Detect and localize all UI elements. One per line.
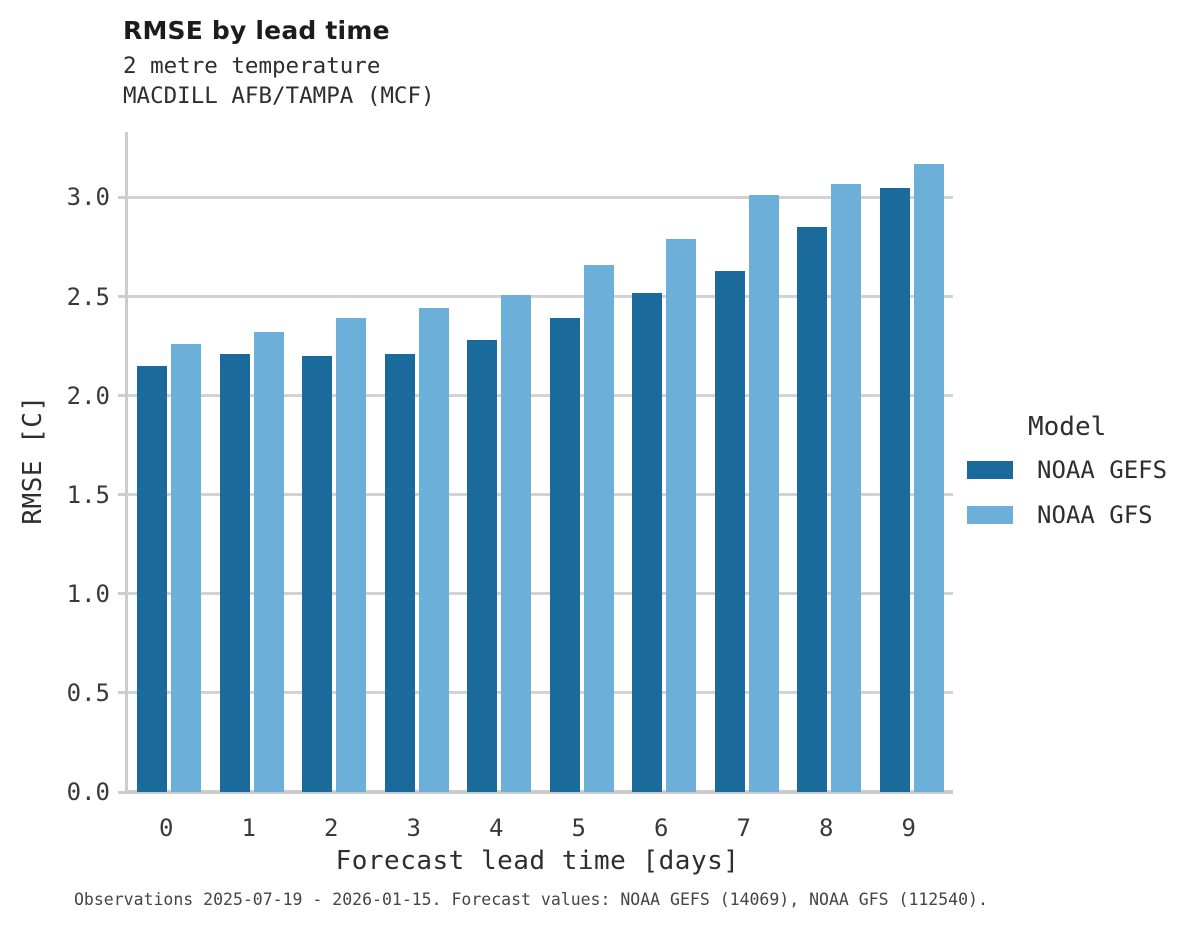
y-tick-label-0.5: 0.5 bbox=[66, 678, 110, 707]
bar-group-day-2 bbox=[293, 132, 376, 792]
y-tick-mark-1.0 bbox=[118, 592, 128, 596]
x-tick-label-5: 5 bbox=[571, 814, 586, 842]
gridline-3.0 bbox=[128, 195, 953, 199]
bar-noaa-gefs-day-6 bbox=[632, 292, 663, 792]
bar-noaa-gfs-day-5 bbox=[583, 264, 614, 792]
chart-title: RMSE by lead time bbox=[123, 16, 390, 45]
legend-entry-noaa-gfs: NOAA GFS bbox=[967, 501, 1177, 529]
bar-group-day-7 bbox=[706, 132, 789, 792]
x-tick-label-9: 9 bbox=[901, 814, 916, 842]
bar-noaa-gefs-day-9 bbox=[879, 187, 910, 792]
gridline-0.5 bbox=[128, 691, 953, 695]
plot-area: 0.0 0.5 1.0 1.5 2.0 2.5 3.0 bbox=[67, 132, 953, 806]
legend-entry-noaa-gefs: NOAA GEFS bbox=[967, 456, 1177, 484]
title-block: RMSE by lead time 2 metre temperature MA… bbox=[123, 16, 435, 111]
footer-caption: Observations 2025-07-19 - 2026-01-15. Fo… bbox=[74, 890, 988, 909]
gridline-2.0 bbox=[128, 394, 953, 398]
bar-noaa-gefs-day-8 bbox=[797, 227, 828, 792]
gridline-1.0 bbox=[128, 592, 953, 596]
y-axis-title: RMSE [C] bbox=[18, 395, 48, 525]
y-tick-label-1.5: 1.5 bbox=[66, 480, 110, 509]
bar-group-day-8 bbox=[788, 132, 871, 792]
bar-group-day-0 bbox=[128, 132, 211, 792]
bar-noaa-gfs-day-7 bbox=[748, 195, 779, 792]
legend-label-noaa-gfs: NOAA GFS bbox=[1037, 501, 1153, 529]
bar-noaa-gfs-day-3 bbox=[418, 308, 449, 792]
bar-noaa-gfs-day-4 bbox=[501, 294, 532, 792]
chart-subtitle-station: MACDILL AFB/TAMPA (MCF) bbox=[123, 83, 435, 109]
legend-title: Model bbox=[1028, 412, 1107, 442]
y-tick-label-2.0: 2.0 bbox=[66, 381, 110, 410]
bar-group-day-5 bbox=[541, 132, 624, 792]
y-tick-label-3.0: 3.0 bbox=[66, 183, 110, 212]
legend: Model NOAA GEFS NOAA GFS bbox=[967, 412, 1177, 546]
y-tick-label-0.0: 0.0 bbox=[66, 778, 110, 806]
bar-noaa-gfs-day-9 bbox=[913, 163, 944, 792]
y-tick-mark-2.0 bbox=[118, 394, 128, 398]
bar-noaa-gefs-day-7 bbox=[714, 270, 745, 792]
bar-noaa-gfs-day-8 bbox=[831, 183, 862, 792]
bar-noaa-gefs-day-4 bbox=[467, 340, 498, 792]
bar-noaa-gefs-day-1 bbox=[219, 353, 250, 792]
chart-subtitle-variable: 2 metre temperature bbox=[123, 53, 381, 79]
bar-noaa-gefs-day-2 bbox=[302, 355, 333, 792]
bar-group-day-4 bbox=[458, 132, 541, 792]
bar-noaa-gefs-day-3 bbox=[384, 353, 415, 792]
bar-group-day-6 bbox=[623, 132, 706, 792]
x-tick-label-1: 1 bbox=[241, 814, 256, 842]
x-tick-label-6: 6 bbox=[654, 814, 669, 842]
y-tick-label-1.0: 1.0 bbox=[66, 579, 110, 608]
bar-noaa-gfs-day-6 bbox=[666, 239, 697, 792]
x-tick-label-2: 2 bbox=[324, 814, 339, 842]
bar-group-day-3 bbox=[376, 132, 459, 792]
bar-noaa-gfs-day-2 bbox=[336, 318, 367, 792]
bar-noaa-gfs-day-0 bbox=[171, 344, 202, 792]
x-axis-title: Forecast lead time [days] bbox=[335, 846, 740, 876]
y-tick-mark-3.0 bbox=[118, 195, 128, 199]
x-tick-label-7: 7 bbox=[736, 814, 751, 842]
x-tick-label-0: 0 bbox=[159, 814, 174, 842]
bar-noaa-gefs-day-5 bbox=[549, 318, 580, 792]
y-tick-label-2.5: 2.5 bbox=[66, 282, 110, 311]
y-tick-mark-1.5 bbox=[118, 493, 128, 497]
gridline-1.5 bbox=[128, 493, 953, 497]
gridline-2.5 bbox=[128, 295, 953, 299]
y-tick-mark-2.5 bbox=[118, 295, 128, 299]
legend-swatch-noaa-gfs-icon bbox=[967, 506, 1013, 524]
y-tick-mark-0.5 bbox=[118, 691, 128, 695]
bars-layer bbox=[128, 132, 953, 792]
x-tick-label-4: 4 bbox=[489, 814, 504, 842]
legend-label-noaa-gefs: NOAA GEFS bbox=[1037, 456, 1168, 484]
x-axis-line bbox=[125, 790, 953, 794]
bar-group-day-1 bbox=[211, 132, 294, 792]
y-tick-mark-0.0 bbox=[118, 790, 128, 794]
bar-noaa-gfs-day-1 bbox=[253, 332, 284, 792]
legend-swatch-noaa-gefs-icon bbox=[967, 461, 1013, 479]
x-tick-label-3: 3 bbox=[406, 814, 421, 842]
x-tick-label-8: 8 bbox=[819, 814, 834, 842]
bar-group-day-9 bbox=[871, 132, 954, 792]
bar-noaa-gefs-day-0 bbox=[137, 365, 168, 792]
